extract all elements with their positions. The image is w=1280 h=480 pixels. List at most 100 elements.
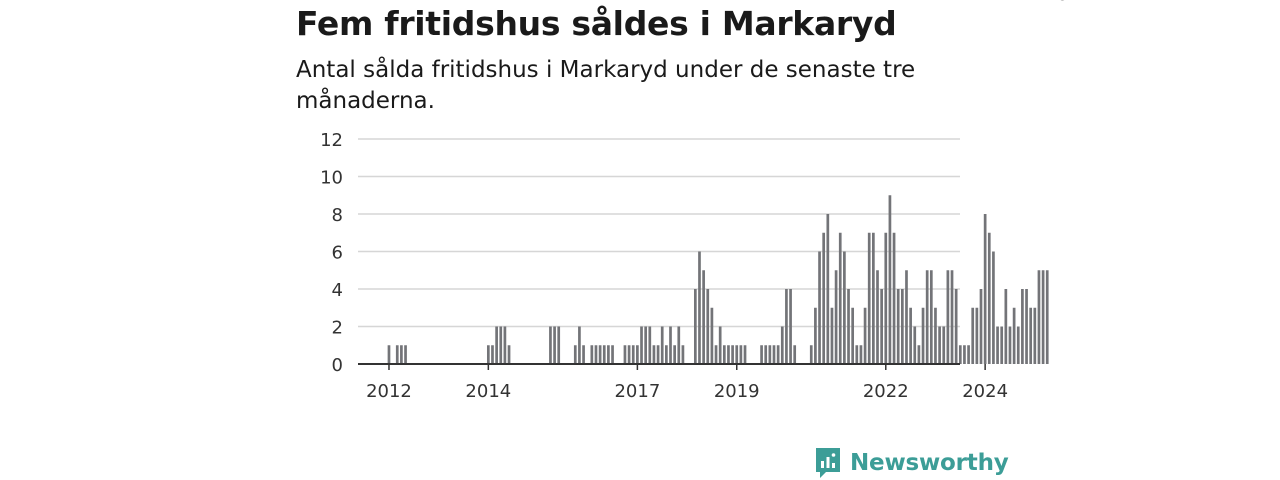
bar: [1029, 307, 1033, 364]
bar: [499, 326, 503, 364]
bar: [859, 345, 863, 364]
bar: [992, 251, 995, 364]
bar: [677, 326, 681, 364]
bar: [1021, 289, 1024, 364]
bar: [404, 345, 407, 364]
bar: [627, 345, 631, 364]
bar: [607, 345, 610, 364]
bar: [549, 326, 552, 364]
bar: [710, 307, 714, 364]
bar: [578, 326, 581, 364]
bar: [826, 214, 830, 364]
bar: [963, 345, 966, 364]
bar: [631, 345, 635, 364]
bar: [731, 345, 734, 364]
bar: [623, 345, 627, 364]
bar: [665, 345, 668, 364]
y-tick-label: 10: [320, 168, 343, 189]
bar: [979, 289, 983, 364]
bar: [673, 345, 676, 364]
bar: [809, 345, 813, 364]
bar: [929, 270, 933, 364]
bar: [1037, 270, 1041, 364]
bar: [838, 232, 842, 364]
x-tick-label: 2012: [366, 381, 412, 402]
bar: [1033, 307, 1037, 364]
bar: [888, 195, 892, 364]
bar: [1000, 326, 1004, 364]
bar: [1041, 270, 1045, 364]
bar: [876, 270, 879, 364]
y-tick-label: 8: [332, 205, 343, 226]
bar: [830, 307, 834, 364]
bar: [892, 232, 896, 364]
bar: [395, 345, 399, 364]
bar: [495, 326, 498, 364]
bar: [681, 345, 685, 364]
bar: [660, 326, 664, 364]
bar: [598, 345, 602, 364]
bar: [503, 326, 507, 364]
x-tick-label: 2019: [714, 381, 760, 402]
bar: [1045, 270, 1049, 364]
bar: [636, 345, 639, 364]
bar: [780, 326, 784, 364]
bar: [611, 345, 614, 364]
bar: [983, 214, 987, 364]
bar: [822, 232, 826, 364]
bar: [718, 326, 722, 364]
bar: [722, 345, 726, 364]
bar: [1008, 326, 1012, 364]
bar: [768, 345, 772, 364]
bar: [764, 345, 768, 364]
bar: [553, 326, 556, 364]
chart-title: Fem fritidshus såldes i Markaryd: [296, 4, 897, 43]
bar: [602, 345, 606, 364]
bar: [863, 307, 867, 364]
newsworthy-logo[interactable]: Newsworthy: [814, 446, 1009, 480]
bar: [507, 345, 511, 364]
bar: [1016, 326, 1020, 364]
bar: [706, 289, 710, 364]
bar: [872, 232, 875, 364]
bar: [958, 345, 962, 364]
chart-subtitle: Antal sålda fritidshus i Markaryd under …: [296, 57, 916, 114]
x-tick-label: 2017: [614, 381, 660, 402]
y-tick-label: 6: [332, 243, 343, 264]
bar: [743, 345, 747, 364]
bar: [727, 345, 730, 364]
bar: [880, 289, 883, 364]
bar: [714, 345, 718, 364]
bar: [967, 345, 970, 364]
bar: [656, 345, 660, 364]
bar: [814, 307, 817, 364]
bar: [594, 345, 598, 364]
bar: [909, 307, 912, 364]
bar: [925, 270, 929, 364]
bar: [739, 345, 743, 364]
y-tick-label: 4: [332, 280, 343, 301]
bar: [573, 345, 577, 364]
bar: [557, 326, 561, 364]
bar: [971, 307, 975, 364]
bar: [987, 232, 991, 364]
bar: [669, 326, 672, 364]
bar: [400, 345, 403, 364]
bar: [843, 251, 846, 364]
bar: [1012, 307, 1016, 364]
bar: [913, 326, 917, 364]
bar: [946, 270, 950, 364]
bar: [648, 326, 652, 364]
bar: [938, 326, 941, 364]
bar: [702, 270, 705, 364]
bar: [776, 345, 780, 364]
y-tick-label: 0: [332, 355, 343, 376]
bar: [847, 289, 850, 364]
bar: [1004, 289, 1008, 364]
bar: [896, 289, 900, 364]
bar: [1025, 289, 1028, 364]
bar: [491, 345, 494, 364]
bar: [921, 307, 925, 364]
newsworthy-logo-icon: [816, 448, 840, 478]
bar: [785, 289, 788, 364]
